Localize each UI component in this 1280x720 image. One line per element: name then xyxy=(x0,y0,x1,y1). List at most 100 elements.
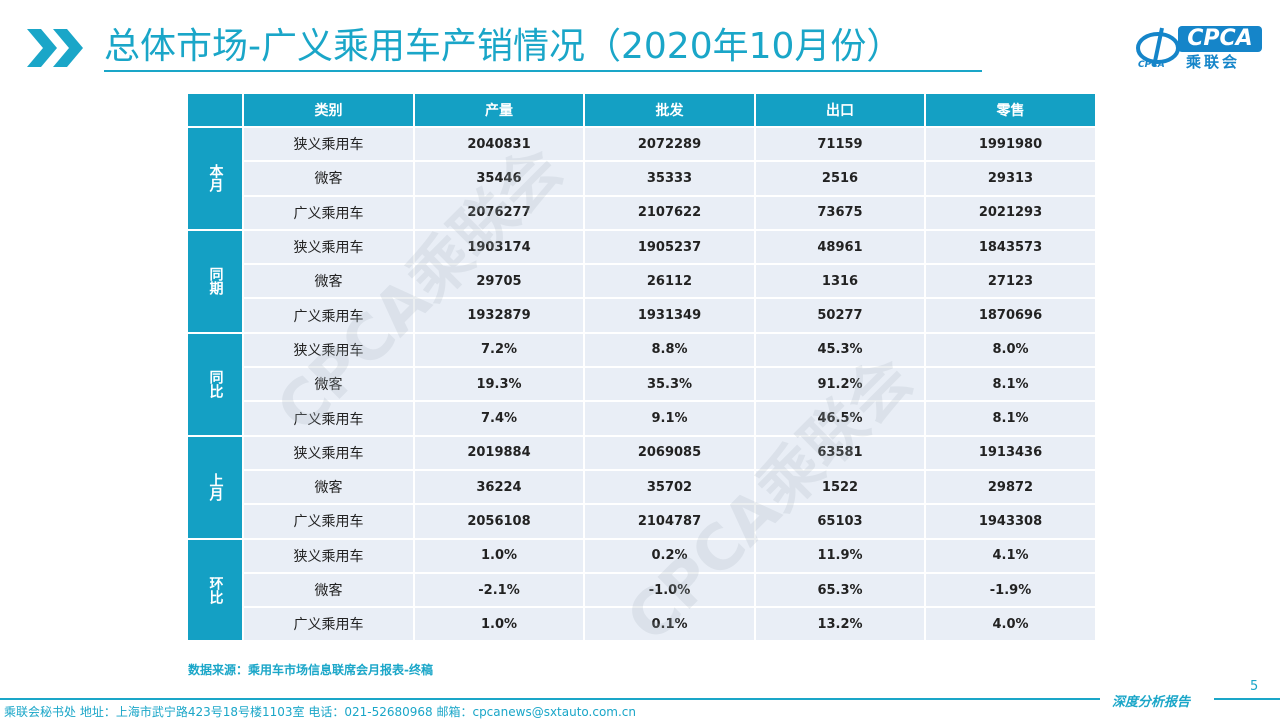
value-cell: 29705 xyxy=(413,263,585,300)
value-cell: 36224 xyxy=(413,468,585,506)
value-cell: 19.3% xyxy=(413,366,585,403)
category-cell: 狭义乘用车 xyxy=(242,434,415,471)
value-cell: 1991980 xyxy=(924,125,1097,163)
row-group-label: 上月 xyxy=(186,434,244,540)
value-cell: -1.9% xyxy=(924,571,1097,609)
table-row: 广义乘用车 1932879 1931349 50277 1870696 xyxy=(187,297,1097,334)
category-cell: 狭义乘用车 xyxy=(242,537,415,574)
table-row: 广义乘用车 2056108 2104787 65103 1943308 xyxy=(187,503,1097,540)
category-cell: 广义乘用车 xyxy=(242,297,415,334)
value-cell: 0.1% xyxy=(583,606,756,643)
value-cell: 26112 xyxy=(583,263,756,300)
value-cell: 8.8% xyxy=(583,331,756,369)
logo-subtitle: 乘联会 xyxy=(1186,53,1241,71)
value-cell: 1905237 xyxy=(583,228,756,266)
value-cell: 1316 xyxy=(754,263,926,300)
category-cell: 狭义乘用车 xyxy=(242,331,415,369)
table-row: 微客 19.3% 35.3% 91.2% 8.1% xyxy=(187,366,1097,403)
value-cell: 2104787 xyxy=(583,503,756,540)
value-cell: 27123 xyxy=(924,263,1097,300)
table-row: 广义乘用车 7.4% 9.1% 46.5% 8.1% xyxy=(187,400,1097,437)
value-cell: -1.0% xyxy=(583,571,756,609)
value-cell: 45.3% xyxy=(754,331,926,369)
footer-divider xyxy=(0,698,1100,700)
table-row: 微客 29705 26112 1316 27123 xyxy=(187,263,1097,300)
column-header: 产量 xyxy=(413,92,585,128)
value-cell: 71159 xyxy=(754,125,926,163)
value-cell: 1943308 xyxy=(924,503,1097,540)
chevron-double-right-icon xyxy=(27,29,83,67)
category-cell: 广义乘用车 xyxy=(242,194,415,231)
value-cell: 1.0% xyxy=(413,537,585,574)
value-cell: 1913436 xyxy=(924,434,1097,471)
table-row: 上月 狭义乘用车 2019884 2069085 63581 1913436 xyxy=(186,434,1097,540)
category-cell: 微客 xyxy=(242,160,415,197)
table-row: 本月 狭义乘用车 2040831 2072289 71159 1991980 xyxy=(186,125,1097,231)
category-cell: 微客 xyxy=(242,571,415,609)
value-cell: 4.0% xyxy=(924,606,1097,643)
value-cell: 1870696 xyxy=(924,297,1097,334)
value-cell: 65103 xyxy=(754,503,926,540)
value-cell: 9.1% xyxy=(583,400,756,437)
value-cell: 1.0% xyxy=(413,606,585,643)
value-cell: -2.1% xyxy=(413,571,585,609)
table-row: 微客 35446 35333 2516 29313 xyxy=(187,160,1097,197)
value-cell: 35333 xyxy=(583,160,756,197)
category-cell: 微客 xyxy=(242,263,415,300)
table-row: 微客 -2.1% -1.0% 65.3% -1.9% xyxy=(187,571,1097,609)
column-header: 零售 xyxy=(924,92,1097,128)
value-cell: 2040831 xyxy=(413,125,585,163)
category-cell: 广义乘用车 xyxy=(242,400,415,437)
report-label: 深度分析报告 xyxy=(1112,695,1191,710)
value-cell: 35446 xyxy=(413,160,585,197)
row-group-label: 环比 xyxy=(186,537,244,643)
table-row: 环比 狭义乘用车 1.0% 0.2% 11.9% 4.1% xyxy=(186,537,1097,643)
value-cell: 8.1% xyxy=(924,400,1097,437)
value-cell: 35702 xyxy=(583,468,756,506)
table-header-row: 类别 产量 批发 出口 零售 xyxy=(186,92,1097,128)
table-row: 同期 狭义乘用车 1903174 1905237 48961 1843573 xyxy=(186,228,1097,334)
value-cell: 2072289 xyxy=(583,125,756,163)
value-cell: 13.2% xyxy=(754,606,926,643)
value-cell: 65.3% xyxy=(754,571,926,609)
page-number: 5 xyxy=(1250,679,1259,694)
category-cell: 微客 xyxy=(242,366,415,403)
value-cell: 1522 xyxy=(754,468,926,506)
header-corner xyxy=(186,92,244,128)
row-group-label: 本月 xyxy=(186,126,244,231)
value-cell: 2019884 xyxy=(413,434,585,471)
value-cell: 1932879 xyxy=(413,297,585,334)
value-cell: 2021293 xyxy=(924,194,1097,231)
footer-divider xyxy=(1214,698,1280,700)
category-cell: 狭义乘用车 xyxy=(242,125,415,163)
value-cell: 73675 xyxy=(754,194,926,231)
value-cell: 1931349 xyxy=(583,297,756,334)
data-source-note: 数据来源：乘用车市场信息联席会月报表-终稿 xyxy=(188,663,433,677)
value-cell: 7.4% xyxy=(413,400,585,437)
value-cell: 35.3% xyxy=(583,366,756,403)
value-cell: 2056108 xyxy=(413,503,585,540)
column-header: 出口 xyxy=(754,92,926,128)
logo-small-text: CPCA xyxy=(1138,60,1165,70)
value-cell: 1843573 xyxy=(924,228,1097,266)
value-cell: 4.1% xyxy=(924,537,1097,574)
table-row: 微客 36224 35702 1522 29872 xyxy=(187,468,1097,506)
value-cell: 7.2% xyxy=(413,331,585,369)
table-row: 同比 狭义乘用车 7.2% 8.8% 45.3% 8.0% xyxy=(186,331,1097,437)
row-group-label: 同期 xyxy=(186,228,244,334)
column-header: 类别 xyxy=(242,92,415,128)
row-group-label: 同比 xyxy=(186,331,244,437)
value-cell: 91.2% xyxy=(754,366,926,403)
value-cell: 2076277 xyxy=(413,194,585,231)
table-row: 广义乘用车 1.0% 0.1% 13.2% 4.0% xyxy=(187,606,1097,643)
page-title: 总体市场-广义乘用车产销情况（2020年10月份） xyxy=(104,22,982,72)
category-cell: 广义乘用车 xyxy=(242,503,415,540)
value-cell: 29313 xyxy=(924,160,1097,197)
value-cell: 8.1% xyxy=(924,366,1097,403)
value-cell: 0.2% xyxy=(583,537,756,574)
category-cell: 微客 xyxy=(242,468,415,506)
value-cell: 29872 xyxy=(924,468,1097,506)
sales-table: 类别 产量 批发 出口 零售 本月 狭义乘用车 2040831 2072289 7115… xyxy=(186,92,1097,643)
category-cell: 狭义乘用车 xyxy=(242,228,415,266)
value-cell: 11.9% xyxy=(754,537,926,574)
